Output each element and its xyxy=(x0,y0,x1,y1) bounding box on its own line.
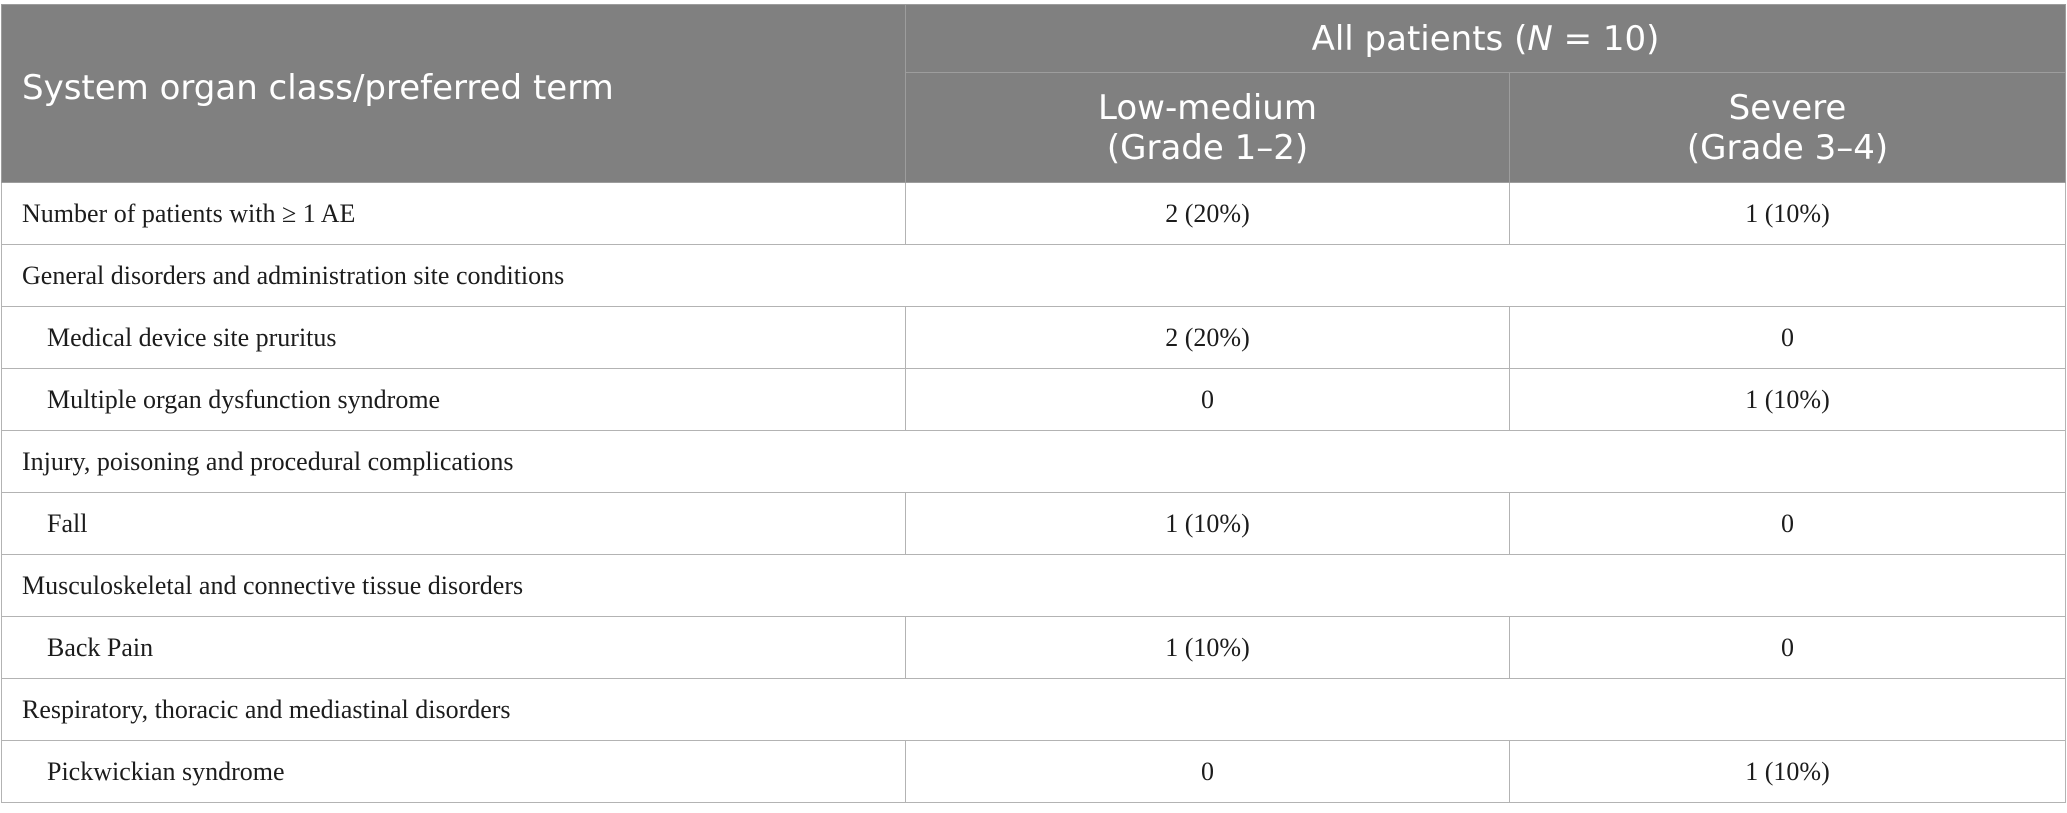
table-row-category: Injury, poisoning and procedural complic… xyxy=(0,430,2067,493)
header-low-medium-line2: (Grade 1–2) xyxy=(1106,127,1309,168)
cell-low-medium: 2 (20%) xyxy=(905,306,1510,369)
category-label: Injury, poisoning and procedural complic… xyxy=(0,430,2067,493)
table-row: Fall 1 (10%) 0 xyxy=(1,492,2067,555)
table-row-category: Respiratory, thoracic and mediastinal di… xyxy=(0,678,2067,741)
row-label: Multiple organ dysfunction syndrome xyxy=(1,368,906,431)
row-label: Medical device site pruritus xyxy=(1,306,906,369)
header-system-organ-class: System organ class/preferred term xyxy=(1,4,906,183)
row-label: Pickwickian syndrome xyxy=(1,740,906,803)
adverse-events-table: System organ class/preferred term All pa… xyxy=(0,4,2067,803)
cell-low-medium: 0 xyxy=(905,740,1510,803)
table-row: Medical device site pruritus 2 (20%) 0 xyxy=(1,306,2067,369)
category-label: Musculoskeletal and connective tissue di… xyxy=(0,554,2067,617)
header-all-patients: All patients (N = 10) xyxy=(904,4,2067,73)
header-all-patients-n: N xyxy=(1527,18,1553,59)
table-row-category: Musculoskeletal and connective tissue di… xyxy=(0,554,2067,617)
category-label: General disorders and administration sit… xyxy=(0,244,2067,307)
header-all-patients-prefix: All patients ( xyxy=(1311,18,1528,59)
table-header: System organ class/preferred term All pa… xyxy=(1,4,2067,183)
table-row: Number of patients with ≥ 1 AE 2 (20%) 1… xyxy=(1,182,2067,245)
header-severe-line1: Severe xyxy=(1728,87,1847,128)
cell-severe: 1 (10%) xyxy=(1509,368,2067,431)
table-row: Back Pain 1 (10%) 0 xyxy=(1,616,2067,679)
cell-low-medium: 2 (20%) xyxy=(905,182,1510,245)
category-label: Respiratory, thoracic and mediastinal di… xyxy=(0,678,2067,741)
row-label: Fall xyxy=(1,492,906,555)
cell-severe: 1 (10%) xyxy=(1509,182,2067,245)
cell-low-medium: 1 (10%) xyxy=(905,492,1510,555)
table-body: Number of patients with ≥ 1 AE 2 (20%) 1… xyxy=(0,182,2067,803)
table-row: Pickwickian syndrome 0 1 (10%) xyxy=(1,740,2067,803)
table-row: Multiple organ dysfunction syndrome 0 1 … xyxy=(1,368,2067,431)
header-low-medium-line1: Low-medium xyxy=(1098,87,1317,128)
header-all-patients-suffix: = 10) xyxy=(1552,18,1660,59)
cell-severe: 0 xyxy=(1509,306,2067,369)
header-severe-line2: (Grade 3–4) xyxy=(1686,127,1889,168)
cell-severe: 1 (10%) xyxy=(1509,740,2067,803)
cell-low-medium: 0 xyxy=(905,368,1510,431)
row-label: Number of patients with ≥ 1 AE xyxy=(1,182,906,245)
header-severe: Severe (Grade 3–4) xyxy=(1508,72,2067,183)
row-label: Back Pain xyxy=(1,616,906,679)
header-low-medium: Low-medium (Grade 1–2) xyxy=(905,72,1510,183)
table-row-category: General disorders and administration sit… xyxy=(0,244,2067,307)
cell-severe: 0 xyxy=(1509,492,2067,555)
cell-low-medium: 1 (10%) xyxy=(905,616,1510,679)
cell-severe: 0 xyxy=(1509,616,2067,679)
